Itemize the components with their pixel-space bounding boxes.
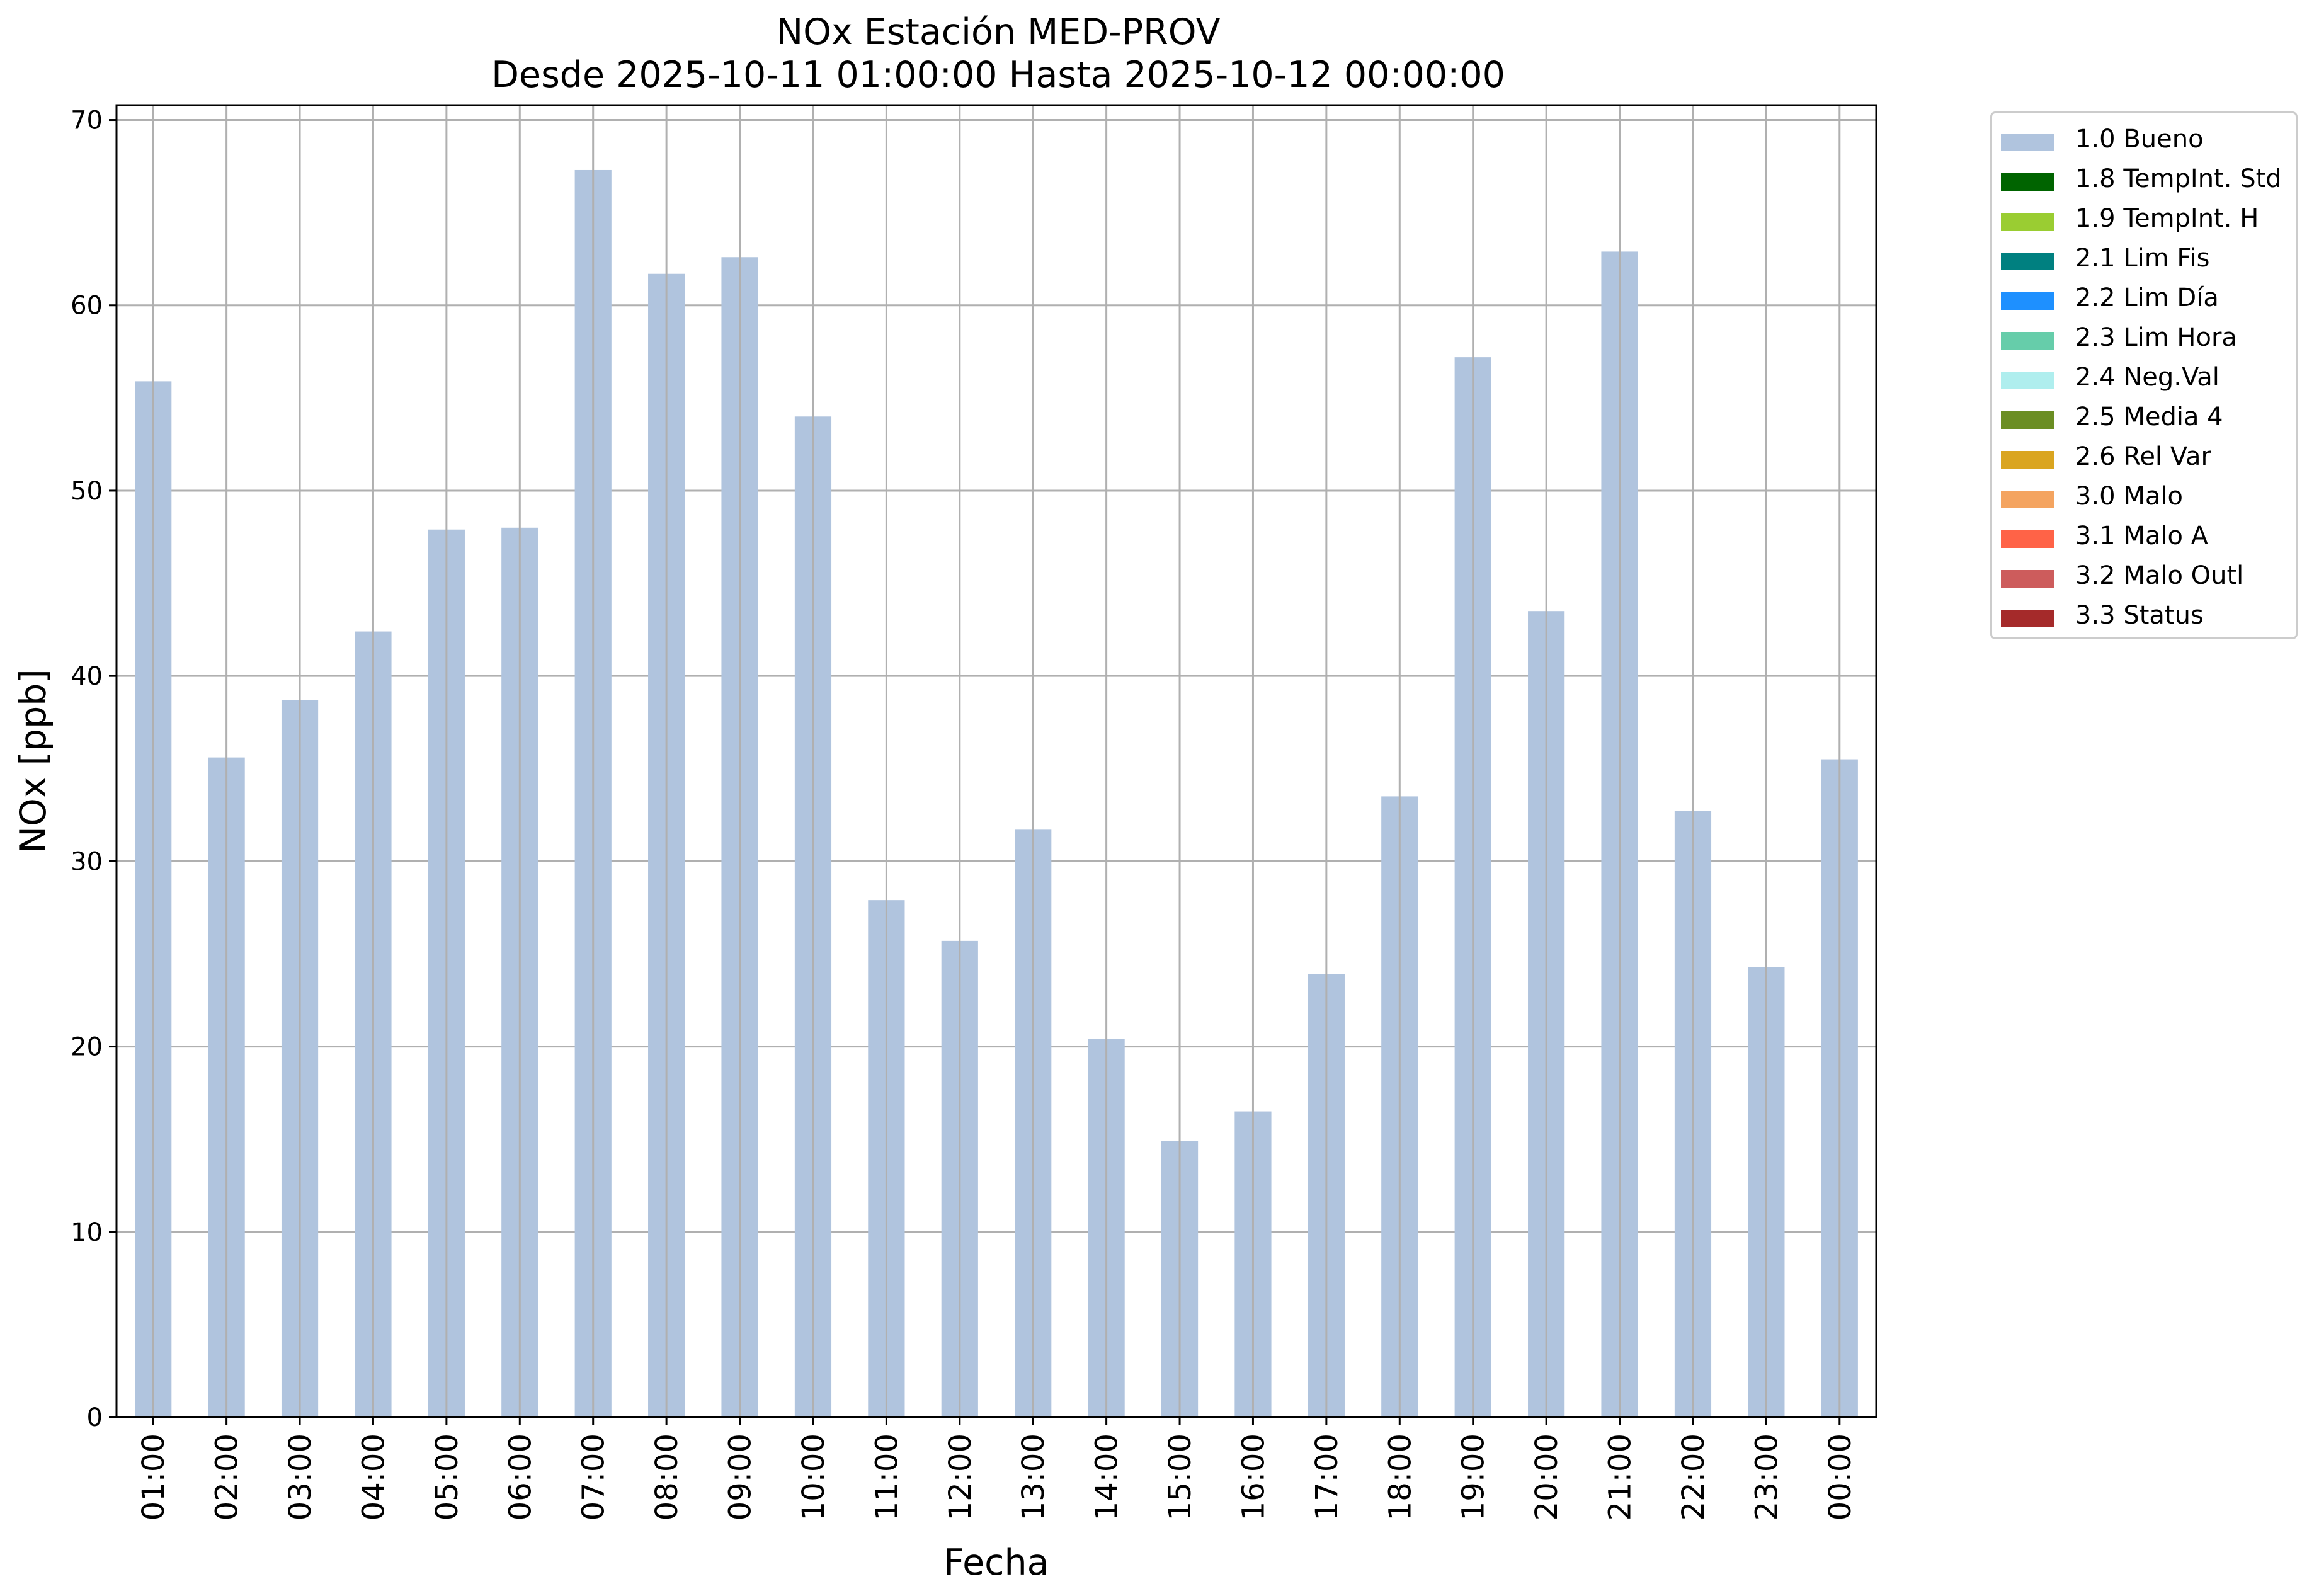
legend-swatch [2001,134,2054,151]
legend-item: 3.1 Malo A [1992,516,2296,556]
y-axis-ticks: 0 10 20 30 40 50 60 70 [71,106,117,1432]
legend-item: 1.9 TempInt. H [1992,199,2296,239]
legend-swatch [2001,610,2054,627]
legend-item: 2.5 Media 4 [1992,397,2296,437]
legend-swatch [2001,173,2054,191]
legend-item: 2.2 Lim Día [1992,278,2296,318]
legend-item: 3.3 Status [1992,596,2296,636]
legend-swatch [2001,372,2054,389]
x-tick-label: 02:00 [210,1434,245,1520]
legend-swatch [2001,253,2054,270]
x-tick-label: 05:00 [430,1434,465,1520]
legend-item: 2.1 Lim Fis [1992,239,2296,278]
x-tick-label: 17:00 [1309,1434,1345,1520]
x-tick-label: 21:00 [1603,1434,1638,1520]
y-tick-label: 20 [71,1033,103,1062]
legend-item: 1.8 TempInt. Std [1992,159,2296,199]
legend-swatch [2001,292,2054,310]
x-tick-label: 22:00 [1676,1434,1711,1520]
x-tick-label: 07:00 [576,1434,612,1520]
legend-label: 2.4 Neg.Val [2075,363,2219,392]
legend-swatch [2001,213,2054,231]
legend-item: 2.3 Lim Hora [1992,318,2296,358]
x-tick-label: 20:00 [1529,1434,1564,1520]
y-tick-label: 0 [87,1403,103,1432]
chart-subtitle: Desde 2025-10-11 01:00:00 Hasta 2025-10-… [491,54,1505,96]
legend-label: 3.2 Malo Outl [2075,561,2244,590]
y-axis-label: NOx [ppb] [13,669,54,853]
legend-item: 3.0 Malo [1992,477,2296,516]
grid-lines [117,119,1876,1418]
y-tick-label: 30 [71,847,103,876]
legend-item: 2.4 Neg.Val [1992,358,2296,397]
legend-label: 3.3 Status [2075,601,2204,630]
bars [135,169,1858,1418]
legend-label: 1.0 Bueno [2075,125,2204,154]
legend-label: 2.6 Rel Var [2075,442,2211,471]
y-tick-label: 40 [71,662,103,691]
x-tick-label: 06:00 [503,1434,538,1520]
legend-item: 2.6 Rel Var [1992,437,2296,477]
legend-label: 2.5 Media 4 [2075,402,2223,431]
x-tick-label: 00:00 [1823,1434,1858,1520]
legend-label: 1.8 TempInt. Std [2075,164,2282,193]
x-tick-label: 15:00 [1163,1434,1198,1520]
legend-label: 2.3 Lim Hora [2075,323,2237,352]
x-axis-label: Fecha [943,1542,1049,1583]
legend-label: 2.2 Lim Día [2075,283,2219,312]
x-tick-label: 23:00 [1749,1434,1784,1520]
chart-title: NOx Estación MED-PROV [776,11,1221,53]
x-tick-label: 01:00 [136,1434,171,1520]
x-tick-label: 18:00 [1382,1434,1418,1520]
x-tick-label: 04:00 [356,1434,391,1520]
legend-swatch [2001,570,2054,588]
x-tick-label: 14:00 [1090,1434,1125,1520]
vertical-grid-lines [152,105,1841,1417]
legend-label: 3.1 Malo A [2075,522,2209,550]
x-tick-label: 03:00 [283,1434,318,1520]
plot-frame [115,104,1877,1418]
x-tick-label: 16:00 [1236,1434,1271,1520]
legend-swatch [2001,491,2054,508]
y-tick-label: 10 [71,1218,103,1247]
x-tick-label: 08:00 [649,1434,685,1520]
legend: 1.0 Bueno 1.8 TempInt. Std 1.9 TempInt. H 2… [1990,111,2298,639]
legend-swatch [2001,530,2054,548]
x-tick-label: 12:00 [943,1434,978,1520]
x-tick-label: 10:00 [796,1434,831,1520]
legend-label: 2.1 Lim Fis [2075,244,2210,273]
x-tick-label: 11:00 [869,1434,904,1520]
legend-item: 3.2 Malo Outl [1992,556,2296,596]
y-tick-label: 70 [71,106,103,135]
x-tick-label: 19:00 [1456,1434,1491,1520]
x-axis-ticks: 01:00 02:00 03:00 04:00 05:00 06:00 07:00 08:00… [136,1417,1858,1520]
legend-item: 1.0 Bueno [1992,120,2296,159]
x-tick-label: 09:00 [723,1434,758,1520]
legend-label: 1.9 TempInt. H [2075,204,2259,233]
x-tick-label: 13:00 [1016,1434,1051,1520]
legend-label: 3.0 Malo [2075,482,2183,511]
legend-swatch [2001,332,2054,350]
y-tick-label: 60 [71,292,103,321]
legend-swatch [2001,411,2054,429]
y-tick-label: 50 [71,477,103,506]
legend-swatch [2001,451,2054,469]
